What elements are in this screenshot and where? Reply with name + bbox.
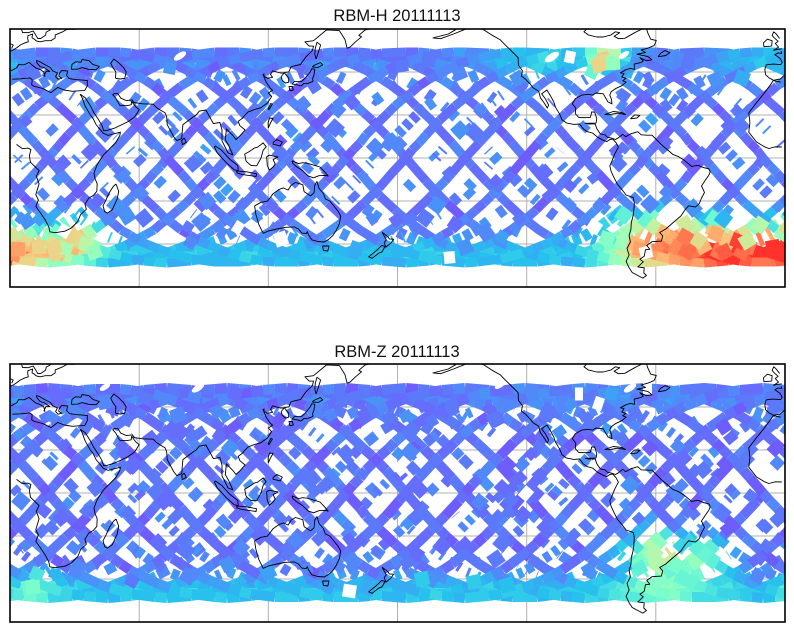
svg-text:RBM-Z 20111113: RBM-Z 20111113	[334, 343, 459, 361]
svg-text:RBM-H 20111113: RBM-H 20111113	[333, 7, 460, 25]
